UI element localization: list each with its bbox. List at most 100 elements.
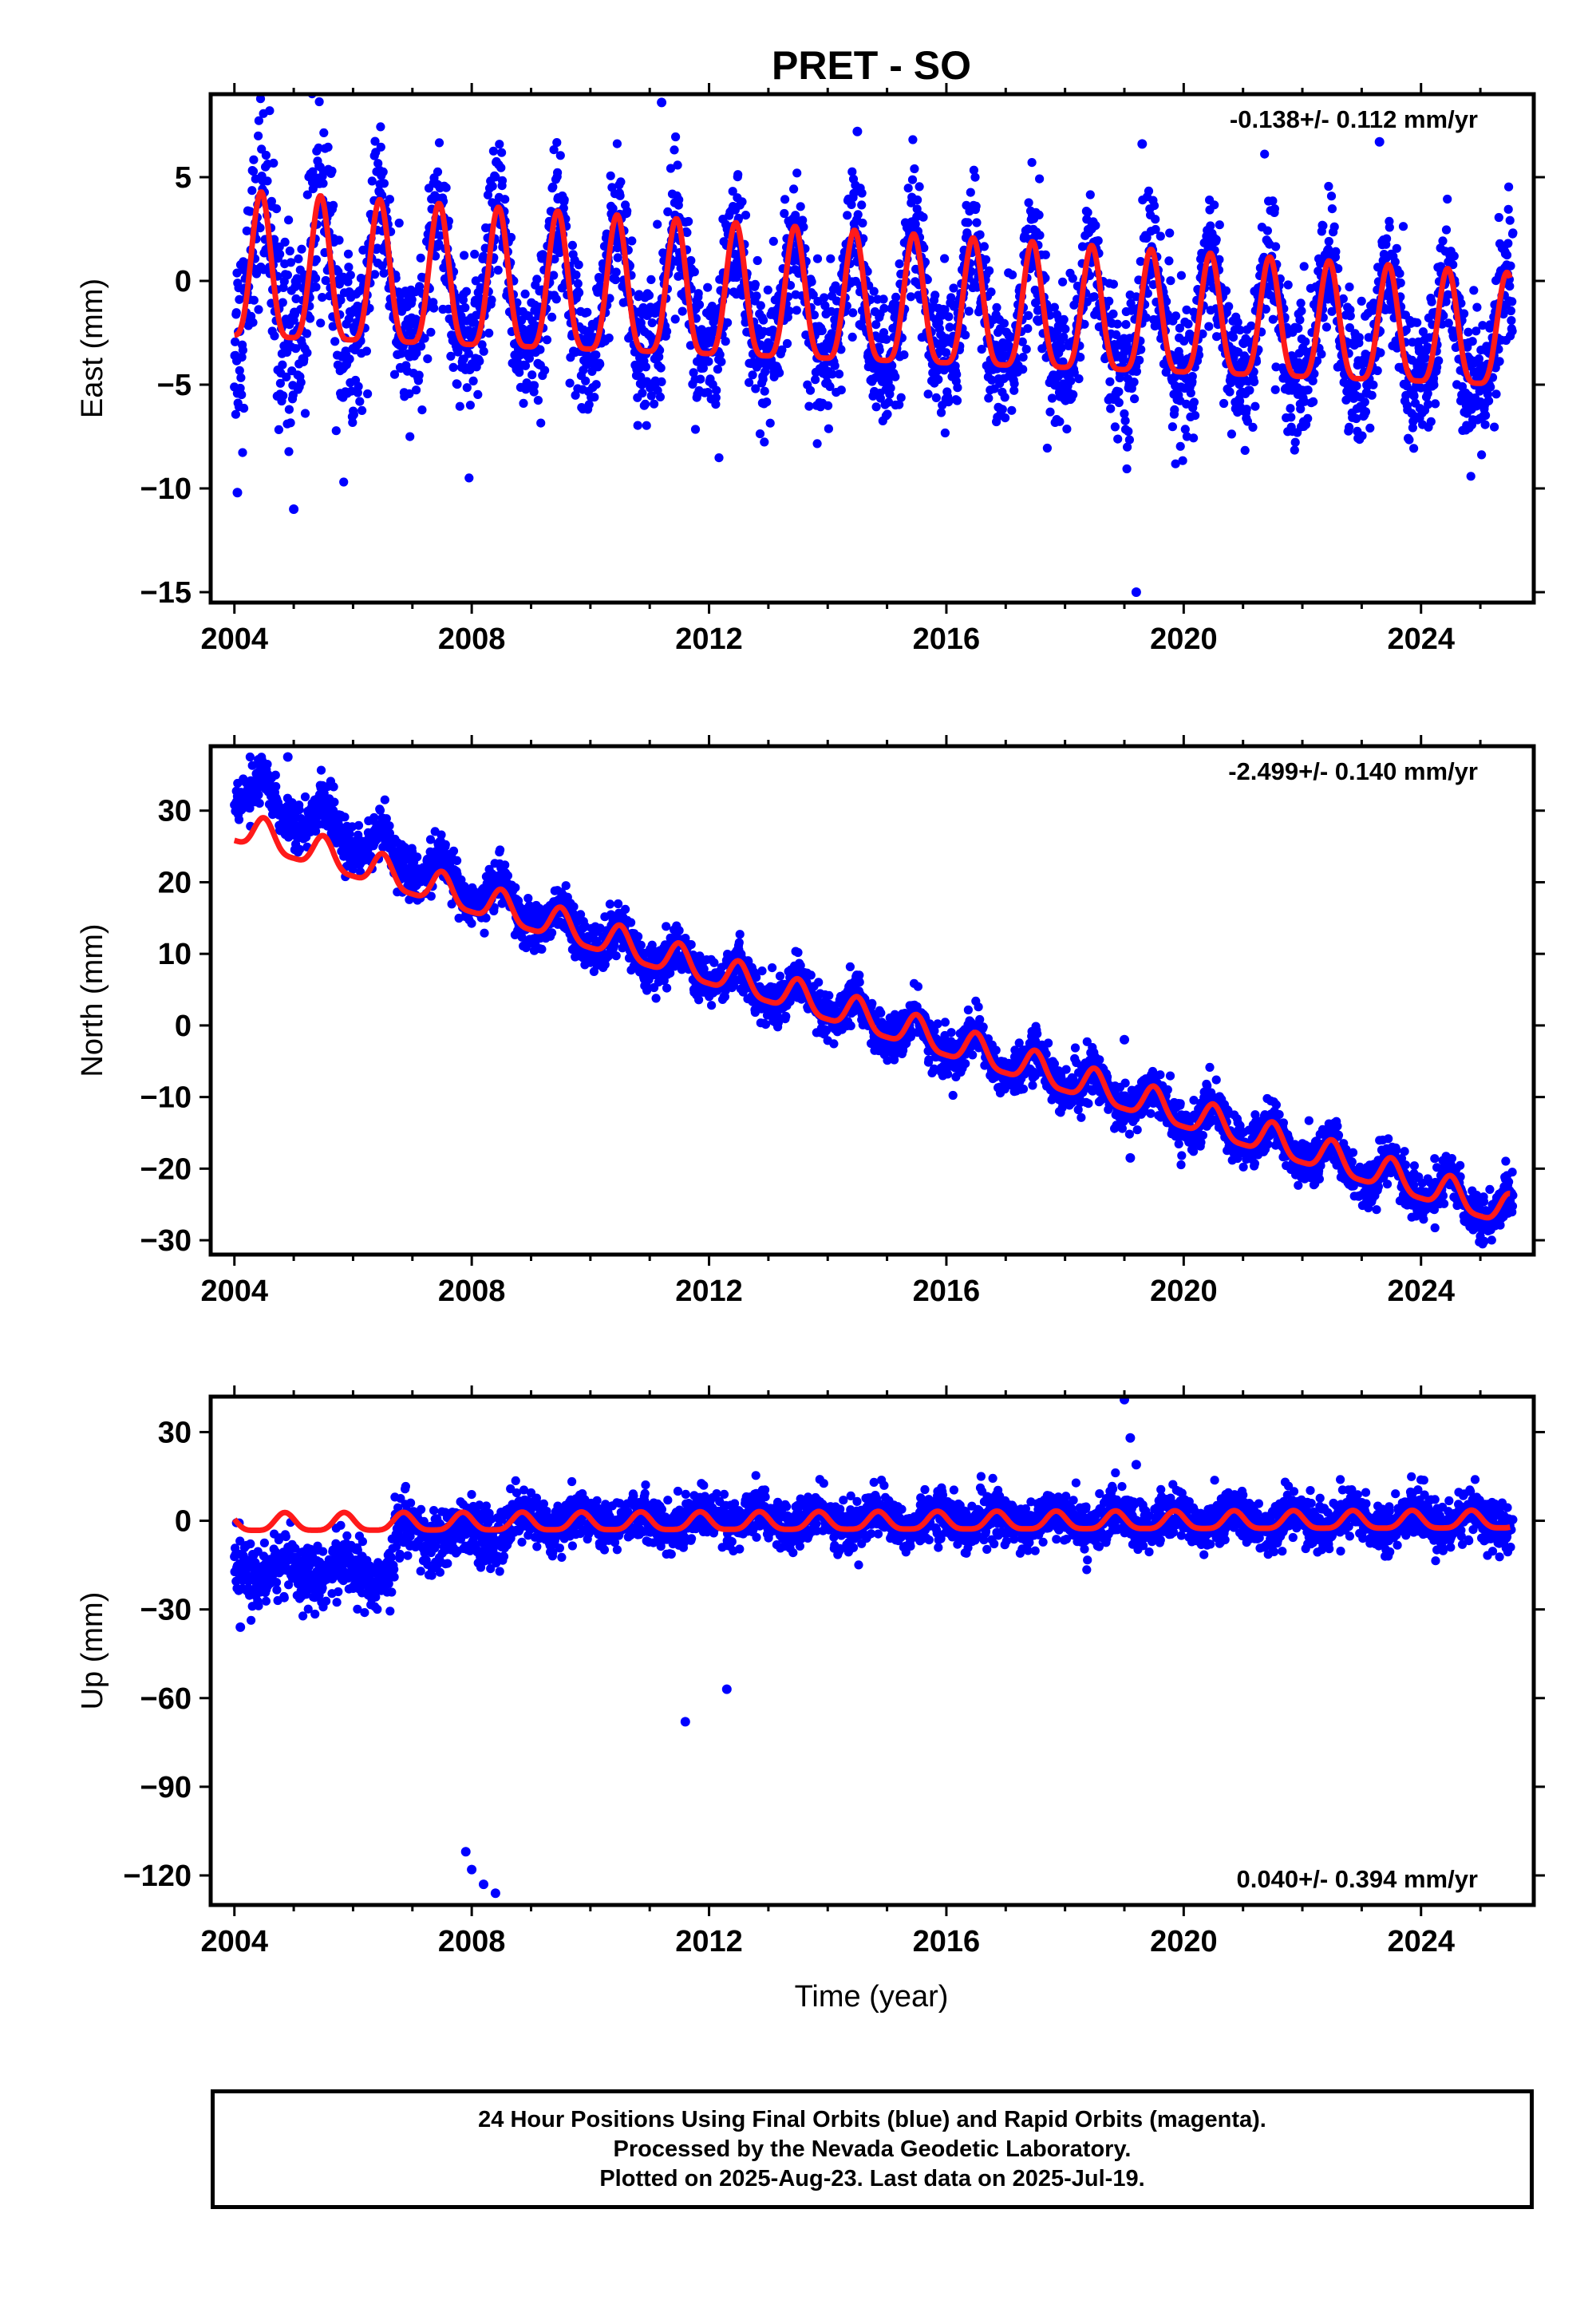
east-point [820,301,830,310]
east-point [686,255,696,266]
east-point [436,231,445,240]
north-point [440,840,450,849]
east-point [477,340,487,350]
east-point [464,349,473,358]
east-point [1268,314,1278,324]
east-point [674,195,684,204]
east-point [869,287,879,296]
east-point [323,142,333,152]
east-point [936,408,946,417]
east-point [944,312,954,322]
east-point [468,376,478,385]
east-point [906,292,915,302]
north-point [385,821,394,831]
east-point [407,294,417,305]
north-point [614,899,623,909]
east-point [1260,149,1270,159]
east-point [646,391,656,401]
east-point [1443,194,1452,204]
east-point [496,163,506,172]
east-point [662,326,672,336]
east-point [1156,231,1165,241]
east-point [704,357,713,366]
east-point [328,322,338,331]
east-point [825,381,835,391]
north-point [300,792,310,802]
east-point [497,176,508,185]
east-point [1144,186,1154,196]
east-point [423,354,433,364]
east-point [1504,182,1514,192]
east-point [550,255,559,264]
east-point [239,403,249,413]
east-point [828,370,837,379]
east-point [685,341,696,350]
east-point [812,439,822,449]
east-point [1297,306,1306,316]
east-point [752,291,761,301]
east-point [378,167,388,176]
east-point [1505,215,1515,225]
east-point [493,265,503,275]
east-point [1219,398,1229,409]
east-point [465,401,476,410]
east-point [1262,226,1272,235]
east-point [1041,250,1050,259]
east-point [1456,298,1466,308]
east-point [1183,319,1193,329]
east-point [765,418,775,428]
east-point [748,370,757,380]
east-point [1423,389,1432,398]
east-point [373,159,383,168]
east-point [1210,200,1219,210]
north-point [500,860,510,870]
east-point [455,401,464,411]
east-point [613,253,622,263]
east-point [265,106,275,116]
east-point [1502,251,1512,260]
north-point [294,844,305,854]
east-point [417,405,427,415]
east-point [751,384,760,393]
east-point [1083,207,1092,217]
east-point [249,295,259,305]
east-point [891,292,901,302]
east-point [703,283,713,292]
east-point [294,254,303,263]
east-point [1401,325,1411,335]
east-point [656,363,666,373]
east-point [646,302,655,312]
east-point [470,249,480,259]
east-point [255,223,265,233]
east-point [552,138,562,148]
east-point [367,176,377,186]
east-xtick-label: 2008 [438,622,506,656]
east-point [1108,279,1118,289]
east-point [1424,400,1433,409]
north-point [413,852,422,862]
east-point [1047,393,1057,403]
east-point [952,370,962,379]
east-point [348,417,358,428]
east-point [682,227,692,237]
east-point [1466,472,1476,481]
east-point [798,215,808,225]
north-point [329,782,338,792]
east-point [581,376,591,385]
east-point [1124,435,1134,445]
east-point [275,249,285,259]
east-point [1135,355,1144,365]
east-point [882,334,891,344]
east-point [300,409,310,418]
east-point [608,204,618,213]
east-point [969,165,978,175]
east-xtick-label: 2024 [1387,622,1455,656]
east-rate-label: -0.138+/- 0.112 mm/yr [1230,105,1478,133]
east-point [529,387,539,397]
east-point [646,275,656,284]
east-ytick-label: −15 [140,576,192,610]
east-point [1506,261,1515,271]
east-point [1250,401,1260,411]
east-point [1006,332,1016,342]
east-point [940,254,950,263]
